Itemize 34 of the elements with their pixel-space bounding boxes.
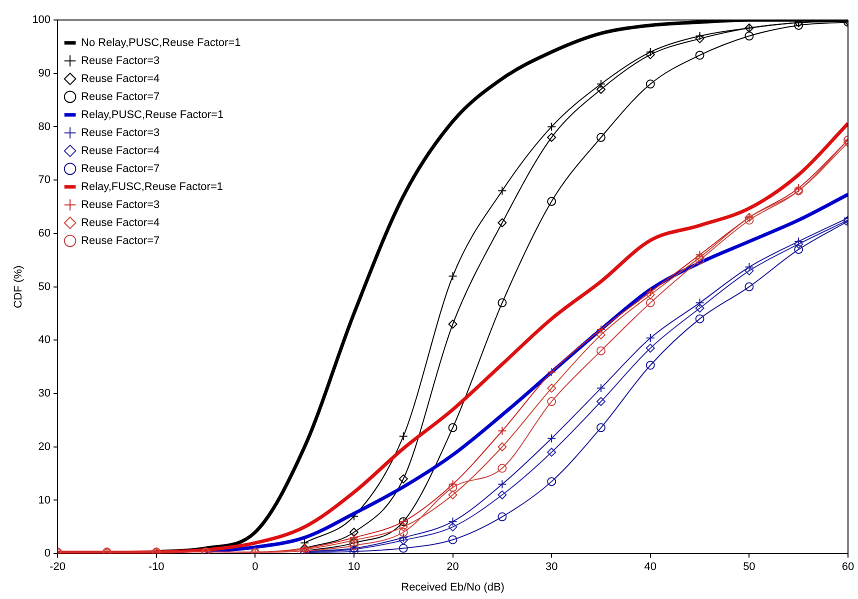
- legend-label: Reuse Factor=4: [81, 72, 160, 85]
- legend-label: Reuse Factor=4: [81, 144, 160, 157]
- y-tick-label: 0: [44, 548, 51, 560]
- x-tick-label: 50: [743, 561, 756, 574]
- y-tick-label: 50: [38, 280, 51, 293]
- x-tick-label: -20: [50, 561, 66, 574]
- legend-label: Reuse Factor=7: [81, 234, 160, 247]
- legend-label: Reuse Factor=4: [81, 216, 160, 229]
- y-axis-title: CDF (%): [12, 265, 25, 308]
- legend-label: Reuse Factor=7: [81, 162, 160, 175]
- legend-label: Reuse Factor=7: [81, 90, 160, 103]
- legend-label: Reuse Factor=3: [81, 54, 160, 67]
- x-tick-label: 10: [348, 561, 360, 574]
- x-tick-label: 0: [252, 561, 258, 574]
- y-tick-label: 40: [38, 334, 51, 346]
- x-tick-label: 20: [446, 561, 459, 574]
- legend-label: Reuse Factor=3: [81, 126, 160, 139]
- x-axis-title: Received Eb/No (dB): [401, 581, 504, 594]
- x-tick-label: 60: [842, 561, 854, 574]
- y-tick-label: 70: [38, 174, 51, 186]
- x-tick-label: 40: [644, 561, 657, 574]
- y-tick-label: 80: [38, 120, 51, 133]
- legend-label: Reuse Factor=3: [81, 198, 160, 211]
- y-tick-label: 10: [38, 494, 51, 506]
- legend-label: Relay,PUSC,Reuse Factor=1: [81, 108, 224, 121]
- legend-label: No Relay,PUSC,Reuse Factor=1: [81, 36, 241, 49]
- legend-label: Relay,FUSC,Reuse Factor=1: [81, 180, 223, 193]
- x-tick-label: -10: [148, 561, 164, 574]
- y-tick-label: 90: [38, 67, 51, 80]
- y-tick-label: 100: [32, 14, 51, 26]
- y-tick-label: 30: [38, 388, 51, 400]
- x-tick-label: 30: [545, 561, 558, 574]
- y-tick-label: 60: [38, 227, 51, 240]
- y-tick-label: 20: [38, 440, 51, 453]
